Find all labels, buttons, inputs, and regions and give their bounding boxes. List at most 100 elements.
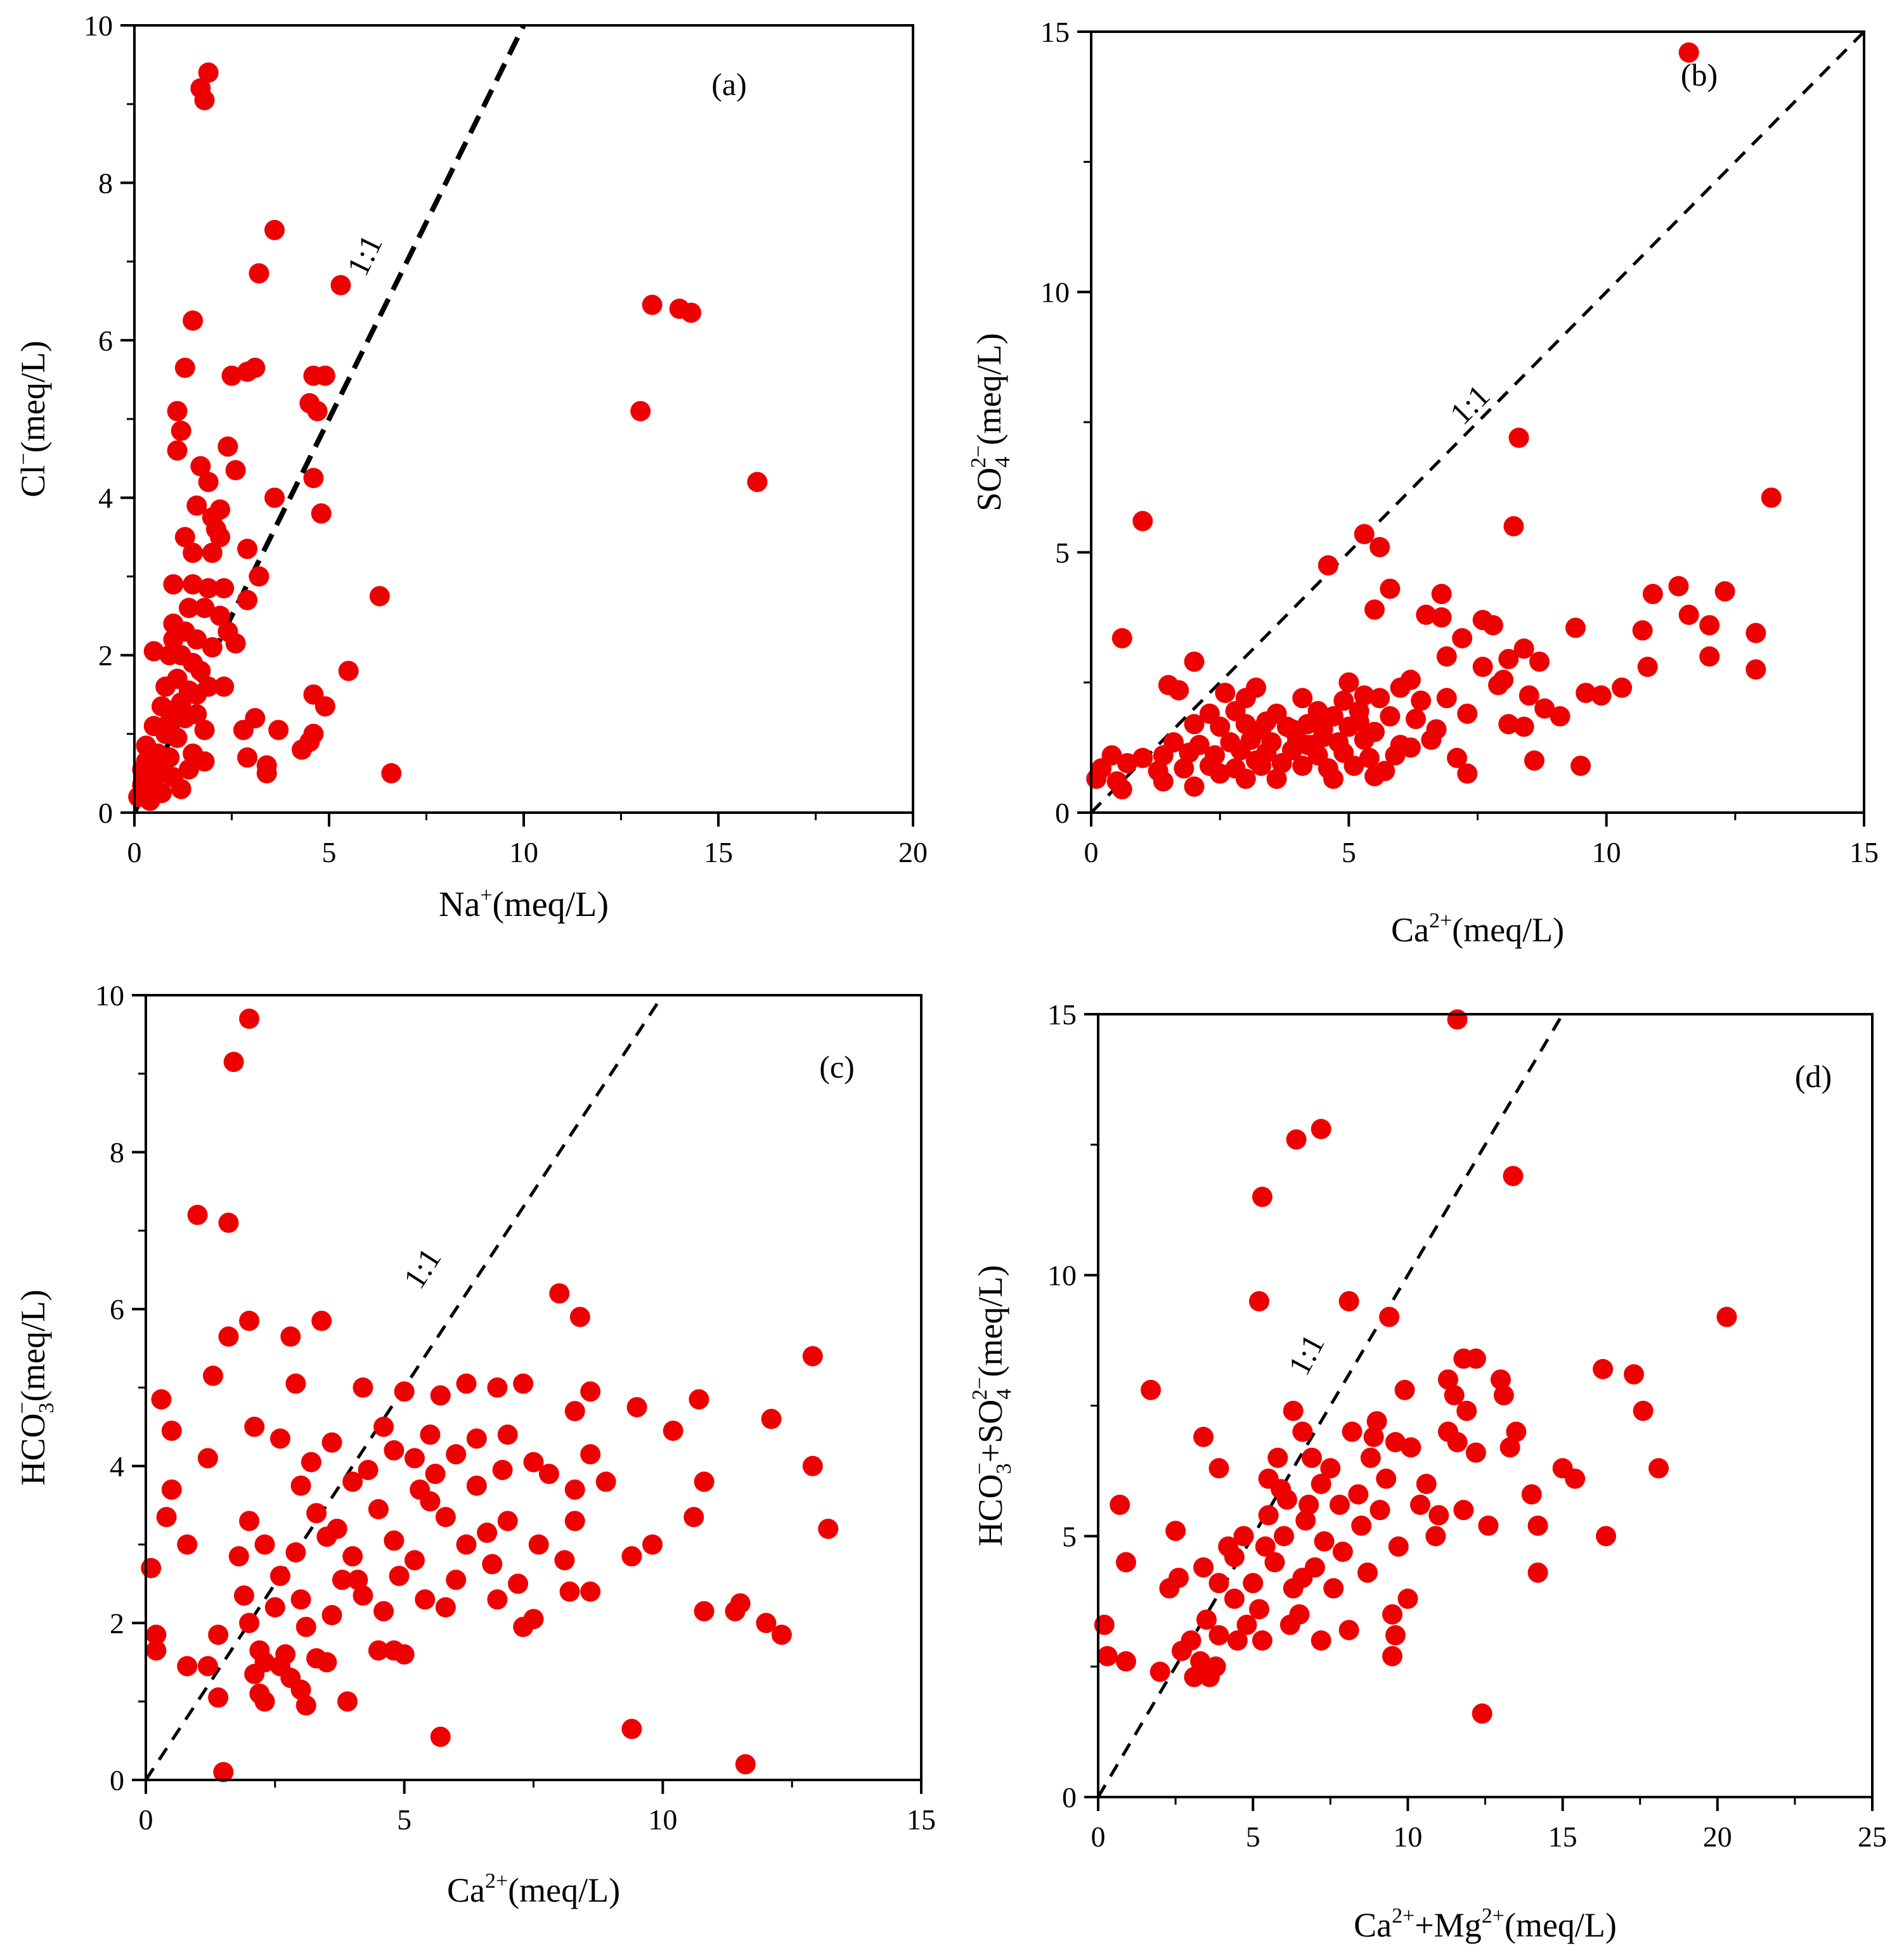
- y-tick-label: 5: [1062, 1520, 1077, 1552]
- x-tick-label: 0: [1084, 836, 1099, 868]
- data-point: [194, 598, 215, 619]
- y-tick-label: 2: [110, 1607, 124, 1639]
- data-point: [208, 1624, 229, 1645]
- data-point: [681, 302, 702, 323]
- data-point: [358, 1459, 379, 1480]
- data-point: [239, 1310, 260, 1331]
- data-point: [564, 1479, 585, 1500]
- data-point: [420, 1491, 441, 1512]
- x-axis-title-rest: +Mg: [1415, 1906, 1481, 1944]
- data-point: [1297, 714, 1318, 735]
- data-point: [171, 692, 191, 713]
- data-point: [233, 1585, 254, 1606]
- data-point: [306, 1503, 327, 1524]
- data-point: [1236, 1615, 1257, 1635]
- data-point: [1196, 1609, 1217, 1630]
- data-point: [1224, 1589, 1245, 1609]
- x-tick-label: 15: [704, 836, 733, 868]
- data-point: [178, 598, 199, 619]
- data-point: [237, 590, 258, 610]
- data-point: [1416, 1474, 1437, 1494]
- y-tick-label: 0: [98, 797, 113, 829]
- data-point: [1382, 1604, 1402, 1625]
- data-point: [314, 696, 335, 717]
- data-point: [1513, 716, 1534, 737]
- data-point: [1111, 628, 1132, 648]
- data-point: [747, 472, 768, 493]
- data-point: [1286, 1129, 1307, 1150]
- data-point: [285, 1542, 306, 1563]
- data-point: [1193, 1557, 1214, 1578]
- data-point: [1141, 1379, 1162, 1400]
- data-point: [1115, 1552, 1136, 1573]
- y-tick-label: 6: [98, 325, 113, 357]
- data-point: [337, 1691, 358, 1712]
- data-point: [249, 566, 269, 587]
- data-point: [1338, 1620, 1359, 1640]
- x-axis-title-base: Ca: [1354, 1906, 1392, 1944]
- data-point: [1354, 524, 1375, 545]
- data-point: [559, 1581, 580, 1602]
- data-point: [1279, 1615, 1300, 1635]
- data-point: [1110, 1494, 1130, 1515]
- data-point: [1252, 1630, 1273, 1651]
- data-point: [1117, 752, 1137, 773]
- data-point: [1292, 1568, 1313, 1589]
- y-tick-label: 8: [98, 167, 113, 199]
- data-point: [290, 1589, 311, 1610]
- x-axis-title: Ca2+(meq/L): [1391, 909, 1564, 949]
- data-point: [595, 1471, 616, 1492]
- data-point: [1642, 584, 1663, 605]
- data-point: [167, 440, 188, 461]
- data-point: [146, 1624, 167, 1645]
- data-point: [210, 605, 231, 626]
- data-point: [237, 361, 258, 382]
- data-point: [1292, 1421, 1313, 1442]
- data-point: [1364, 599, 1385, 620]
- data-point: [178, 759, 199, 780]
- data-point: [1366, 1411, 1387, 1432]
- data-point: [237, 538, 258, 559]
- data-point: [1297, 735, 1318, 756]
- data-point: [1169, 680, 1189, 700]
- data-point: [290, 1475, 311, 1496]
- y-axis-title-base: HCO: [14, 1414, 52, 1486]
- data-point: [725, 1601, 746, 1621]
- x-axis-title-rest: (meq/L): [508, 1871, 620, 1909]
- data-point: [683, 1507, 704, 1528]
- data-point: [1354, 730, 1375, 751]
- x-tick-label: 0: [1091, 1821, 1106, 1853]
- data-point: [1258, 1505, 1279, 1526]
- data-point: [1390, 677, 1411, 698]
- data-point: [268, 719, 289, 740]
- y-tick-label: 10: [84, 10, 113, 42]
- data-point: [1453, 1500, 1474, 1521]
- data-point: [1364, 766, 1385, 787]
- data-point: [1376, 1468, 1397, 1489]
- data-point: [1132, 511, 1153, 532]
- data-point: [1761, 487, 1782, 508]
- data-point: [487, 1377, 508, 1398]
- data-point: [1208, 1625, 1229, 1646]
- data-point: [1521, 1484, 1542, 1505]
- y-axis-title-sup: −: [11, 1402, 34, 1414]
- data-point: [435, 1597, 456, 1618]
- data-point: [1457, 763, 1478, 784]
- data-point: [1478, 1515, 1499, 1536]
- data-point: [513, 1616, 534, 1637]
- data-point: [233, 719, 254, 740]
- y-axis-title-rest: +SO: [971, 1400, 1009, 1462]
- panel-c-scatter-plot: 0 5 10 150246810(c)1:1Ca2+(meq/L)HCO3−(meq/…: [11, 979, 936, 1909]
- data-point: [384, 1440, 405, 1461]
- data-point: [290, 1679, 311, 1700]
- data-point: [1379, 1306, 1400, 1327]
- data-point: [327, 1518, 347, 1539]
- data-point: [508, 1573, 529, 1594]
- data-point: [1465, 1348, 1486, 1369]
- data-point: [1678, 604, 1699, 625]
- data-point: [342, 1546, 363, 1567]
- data-point: [1235, 768, 1256, 789]
- data-point: [161, 1421, 182, 1441]
- data-point: [1503, 1166, 1524, 1187]
